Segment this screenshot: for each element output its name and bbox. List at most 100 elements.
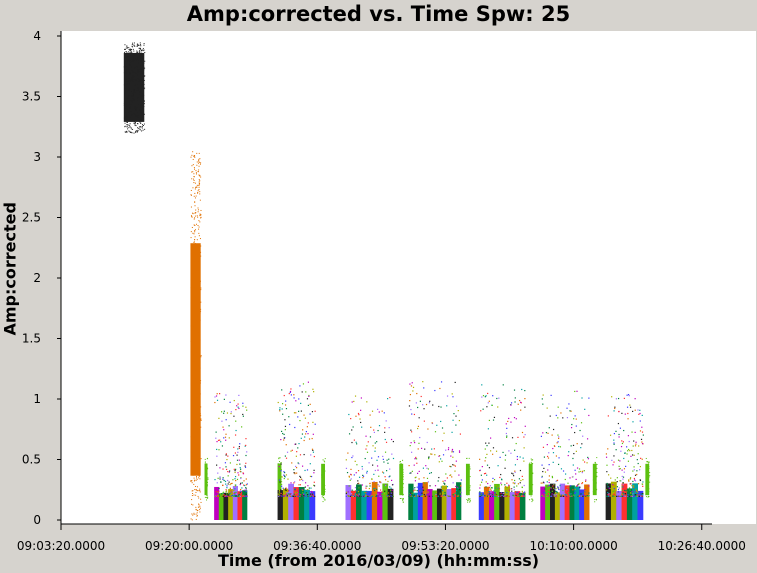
data-point <box>236 478 239 481</box>
data-point <box>594 482 596 484</box>
data-point <box>596 471 598 473</box>
data-point <box>322 464 324 466</box>
data-point <box>129 83 131 85</box>
data-point <box>640 438 643 440</box>
data-point <box>410 431 413 433</box>
data-point <box>530 491 532 493</box>
data-point <box>225 419 227 421</box>
data-point <box>239 470 241 472</box>
data-point <box>140 105 142 107</box>
data-point <box>324 484 326 486</box>
data-point <box>193 176 195 178</box>
data-point <box>289 495 292 497</box>
data-point <box>634 480 637 482</box>
data-point <box>137 129 139 131</box>
data-point <box>392 440 394 443</box>
data-point <box>289 493 291 495</box>
data-point <box>244 484 246 487</box>
data-point <box>634 431 636 434</box>
data-point <box>551 434 553 436</box>
data-point <box>632 410 634 413</box>
data-point <box>230 483 232 485</box>
data-point <box>642 481 644 483</box>
data-point <box>207 478 209 480</box>
data-point <box>626 446 628 448</box>
data-point <box>136 78 138 80</box>
data-point <box>140 67 142 69</box>
data-point <box>191 226 193 228</box>
data-point <box>279 477 281 479</box>
data-point <box>645 493 647 495</box>
data-point <box>351 493 353 495</box>
data-point <box>356 464 358 466</box>
data-point <box>139 65 141 67</box>
data-point <box>243 489 245 491</box>
data-point <box>200 419 202 421</box>
data-point <box>194 310 196 312</box>
data-point <box>132 92 134 94</box>
data-point <box>200 426 202 428</box>
data-point <box>192 514 194 516</box>
data-point <box>449 495 451 497</box>
data-point <box>450 455 452 457</box>
data-point <box>287 493 289 495</box>
data-point <box>199 453 201 455</box>
data-point <box>303 439 305 442</box>
data-point <box>593 482 595 484</box>
data-point <box>521 486 523 489</box>
data-point <box>489 495 492 497</box>
data-point <box>518 495 520 497</box>
data-point <box>137 98 139 100</box>
data-point <box>401 470 403 472</box>
data-point <box>414 441 416 444</box>
scan-core-block <box>645 463 650 496</box>
data-point <box>581 470 584 472</box>
data-point <box>143 103 145 105</box>
data-point <box>588 397 590 399</box>
data-point <box>131 75 133 77</box>
data-point <box>134 122 136 124</box>
scan-stripe <box>637 490 644 520</box>
data-point <box>304 486 306 488</box>
data-point <box>196 360 198 362</box>
data-point <box>356 443 358 445</box>
data-point <box>220 481 222 483</box>
data-point <box>129 63 131 65</box>
data-point <box>194 462 196 464</box>
data-point <box>137 58 139 60</box>
data-point <box>401 481 403 483</box>
data-point <box>220 441 222 443</box>
data-point <box>609 495 611 497</box>
data-point <box>198 220 200 222</box>
data-point <box>138 126 140 128</box>
data-point <box>615 495 618 497</box>
data-point <box>381 493 383 495</box>
data-point <box>451 393 453 395</box>
data-point <box>491 487 493 489</box>
data-point <box>567 482 569 484</box>
data-point <box>285 487 287 489</box>
data-point <box>492 453 494 455</box>
data-point <box>193 179 195 181</box>
data-point <box>419 400 421 402</box>
data-point <box>124 56 126 58</box>
data-point <box>543 456 546 458</box>
data-point <box>200 301 202 303</box>
data-point <box>126 103 128 105</box>
data-point <box>594 483 596 485</box>
data-point <box>133 99 135 101</box>
data-point <box>143 44 145 46</box>
data-point <box>640 495 642 497</box>
data-point <box>240 477 242 479</box>
data-point <box>135 79 137 81</box>
data-point <box>219 478 221 480</box>
data-point <box>611 495 613 497</box>
data-point <box>200 310 202 312</box>
data-point <box>350 478 352 480</box>
data-point <box>199 413 201 415</box>
data-point <box>193 252 195 254</box>
data-point <box>199 413 201 415</box>
data-point <box>637 462 639 465</box>
data-point <box>324 491 326 493</box>
data-point <box>229 401 231 403</box>
